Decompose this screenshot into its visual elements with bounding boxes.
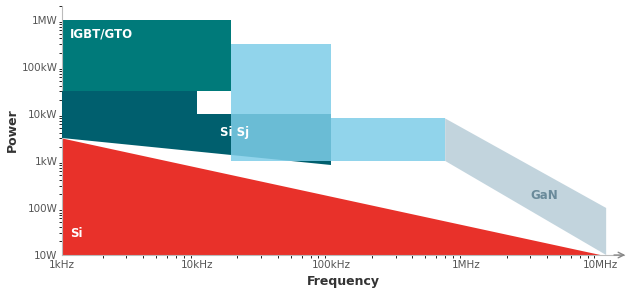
Text: IGBT/GTO: IGBT/GTO <box>71 27 134 40</box>
Polygon shape <box>231 44 445 161</box>
Text: Si Sj: Si Sj <box>220 126 249 139</box>
Polygon shape <box>62 91 331 166</box>
Polygon shape <box>62 138 600 255</box>
Text: Si: Si <box>71 228 83 240</box>
Text: SiC: SiC <box>377 56 399 70</box>
Polygon shape <box>445 118 606 255</box>
X-axis label: Frequency: Frequency <box>307 275 380 288</box>
Y-axis label: Power: Power <box>6 108 18 152</box>
Polygon shape <box>62 20 231 91</box>
Text: GaN: GaN <box>530 189 558 203</box>
